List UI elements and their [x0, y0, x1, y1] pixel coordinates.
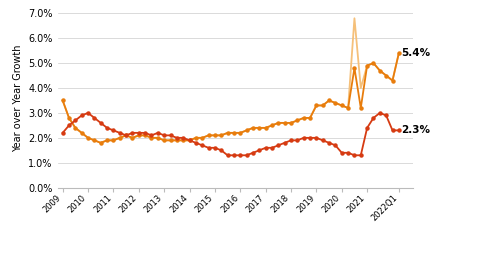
Health Care Price Index — [256, 149, 262, 152]
Hourly Earnings (CES), Censored — [396, 52, 402, 55]
Hourly Earnings (CES), Censored — [269, 124, 275, 127]
Hourly Earnings (CES) — [351, 17, 357, 20]
Hourly Earnings (CES), Censored — [263, 126, 268, 129]
Hourly Earnings (CES) — [250, 126, 256, 129]
Hourly Earnings (CES) — [295, 119, 300, 122]
Hourly Earnings (CES), Censored — [60, 99, 66, 102]
Health Care Price Index — [225, 154, 230, 157]
Health Care Price Index — [60, 131, 66, 134]
Hourly Earnings (CES) — [396, 52, 402, 55]
Health Care Price Index — [396, 129, 402, 132]
Hourly Earnings (CES), Censored — [295, 119, 300, 122]
Hourly Earnings (CES) — [60, 99, 66, 102]
Line: Hourly Earnings (CES): Hourly Earnings (CES) — [63, 18, 399, 143]
Line: Health Care Price Index: Health Care Price Index — [61, 112, 400, 157]
Text: 2.3%: 2.3% — [401, 125, 431, 135]
Health Care Price Index — [269, 146, 275, 150]
Hourly Earnings (CES), Censored — [123, 134, 129, 137]
Line: Hourly Earnings (CES), Censored: Hourly Earnings (CES), Censored — [61, 52, 400, 144]
Text: 5.4%: 5.4% — [401, 48, 431, 58]
Health Care Price Index — [193, 141, 199, 145]
Health Care Price Index — [123, 134, 129, 137]
Hourly Earnings (CES) — [263, 126, 268, 129]
Hourly Earnings (CES) — [193, 136, 199, 139]
Hourly Earnings (CES) — [269, 124, 275, 127]
Y-axis label: Year over Year Growth: Year over Year Growth — [12, 44, 23, 152]
Hourly Earnings (CES) — [98, 141, 104, 145]
Hourly Earnings (CES), Censored — [193, 136, 199, 139]
Hourly Earnings (CES) — [123, 134, 129, 137]
Hourly Earnings (CES), Censored — [98, 141, 104, 145]
Health Care Price Index — [85, 111, 91, 115]
Health Care Price Index — [301, 136, 307, 139]
Health Care Price Index — [276, 144, 281, 147]
Hourly Earnings (CES), Censored — [250, 126, 256, 129]
